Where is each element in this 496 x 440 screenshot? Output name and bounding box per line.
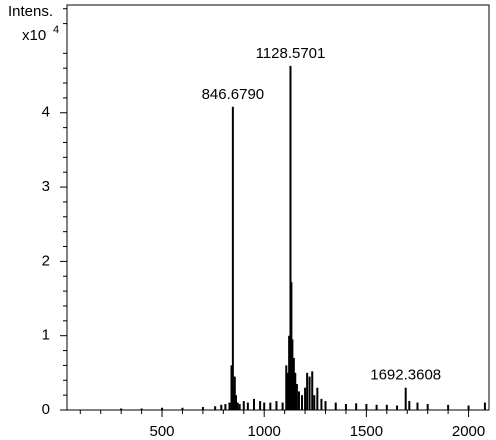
y-scale-exponent: 4 [53,24,59,36]
y-tick-label: 1 [42,327,50,344]
y-label: Intens. [8,3,53,20]
x-tick-label: 500 [150,423,175,440]
y-tick-label: 3 [42,178,50,195]
y-tick-label: 0 [42,401,50,418]
peak-label: 1692.3608 [370,367,441,384]
x-tick-label: 2000 [452,423,485,440]
peak-label: 846.6790 [202,86,265,103]
plot-frame [66,4,490,411]
y-tick-label: 4 [42,104,50,121]
y-tick-label: 2 [42,252,50,269]
x-tick-label: 1000 [248,423,281,440]
peak-label: 1128.5701 [256,45,326,62]
x-tick-label: 1500 [350,423,383,440]
y-scale-base: x10 [22,27,46,44]
